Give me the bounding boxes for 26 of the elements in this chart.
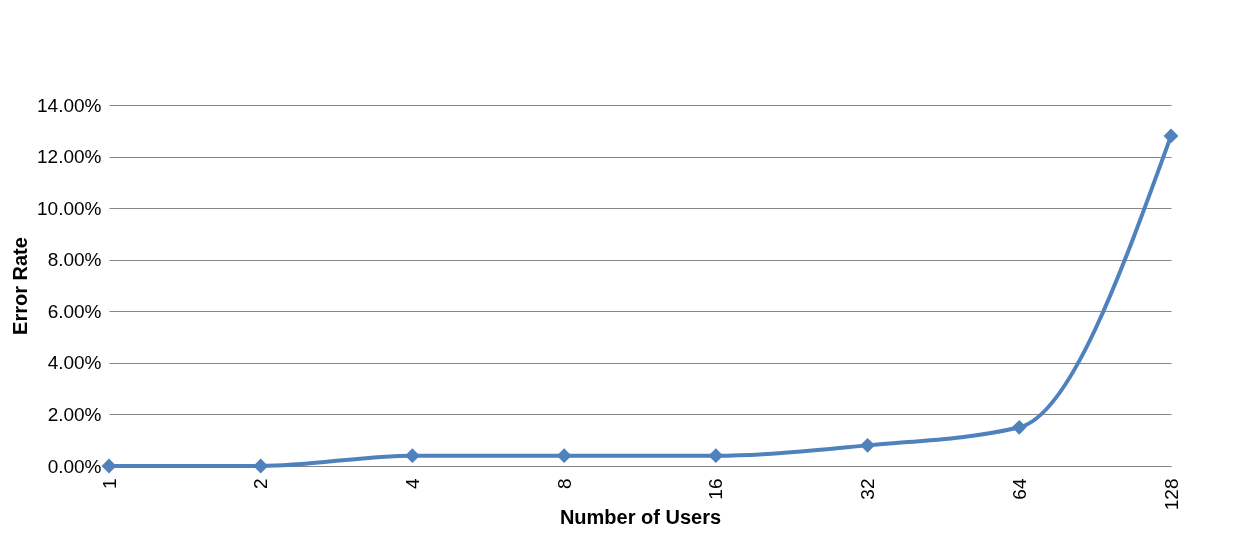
point (860, 437, 875, 453)
point (708, 448, 724, 464)
x-tick-label: 1 (98, 478, 120, 490)
x-tick-label: 32 (857, 478, 879, 500)
y-tick-label: 12.00% (37, 146, 102, 168)
y-tick-label: 8.00% (47, 249, 102, 271)
x-tick-label: 4 (401, 478, 423, 490)
y-axis-title: Error Rate (9, 237, 32, 335)
y-tick-label: 6.00% (47, 300, 102, 322)
y-tick-label: 10.00% (37, 197, 102, 219)
y-tick-label: 14.00% (37, 94, 102, 116)
y-tick-label: 0.00% (47, 455, 102, 477)
x-tick-label: 128 (1160, 478, 1182, 511)
x-tick-label: 64 (1008, 478, 1030, 500)
point (253, 458, 269, 474)
point (1163, 128, 1179, 144)
point (556, 448, 572, 464)
y-tick-label: 4.00% (47, 352, 102, 374)
y-tick-label: 2.00% (47, 403, 102, 425)
x-tick-label: 2 (250, 478, 272, 490)
x-axis-title: Number of Users (559, 506, 722, 529)
point (1011, 419, 1027, 435)
x-tick-label: 8 (553, 478, 575, 490)
point (101, 458, 117, 474)
point (405, 448, 420, 464)
x-tick-label: 16 (705, 478, 727, 500)
